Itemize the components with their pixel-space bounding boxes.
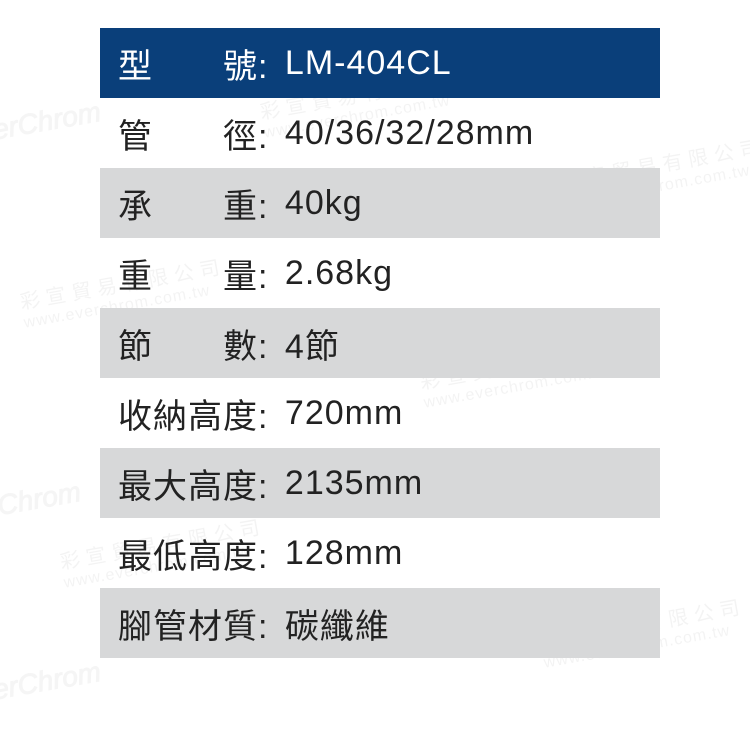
row-label: 腳管材質: — [118, 599, 279, 648]
spec-table: 型 號: LM-404CL管 徑: 40/36/32/28mm承 重: 40kg… — [100, 28, 660, 658]
row-value: 128mm — [285, 534, 403, 573]
row-value: 40kg — [285, 184, 363, 223]
row-label: 最低高度: — [118, 529, 279, 578]
row-label: 管 徑: — [118, 109, 279, 158]
watermark-logo: EverChrom — [0, 96, 103, 152]
table-row: 管 徑: 40/36/32/28mm — [100, 98, 660, 168]
row-label: 收納高度: — [118, 389, 279, 438]
table-row: 收納高度: 720mm — [100, 378, 660, 448]
table-row: 重 量: 2.68kg — [100, 238, 660, 308]
row-value: 720mm — [285, 394, 403, 433]
table-row: 節 數: 4節 — [100, 308, 660, 378]
row-value: 2135mm — [285, 464, 423, 503]
row-value: LM-404CL — [285, 44, 452, 83]
watermark-logo: EverChrom — [0, 656, 103, 712]
row-label: 承 重: — [118, 179, 279, 228]
row-label: 最大高度: — [118, 459, 279, 508]
watermark-logo: EverChrom — [0, 476, 83, 532]
row-value: 4節 — [285, 319, 340, 368]
table-row: 承 重: 40kg — [100, 168, 660, 238]
row-label: 節 數: — [118, 319, 279, 368]
row-label: 重 量: — [118, 249, 279, 298]
row-value: 2.68kg — [285, 254, 393, 293]
table-row: 型 號: LM-404CL — [100, 28, 660, 98]
table-row: 最低高度: 128mm — [100, 518, 660, 588]
row-label: 型 號: — [118, 39, 279, 88]
table-row: 腳管材質: 碳纖維 — [100, 588, 660, 658]
table-row: 最大高度: 2135mm — [100, 448, 660, 518]
row-value: 碳纖維 — [285, 599, 390, 648]
row-value: 40/36/32/28mm — [285, 114, 534, 153]
